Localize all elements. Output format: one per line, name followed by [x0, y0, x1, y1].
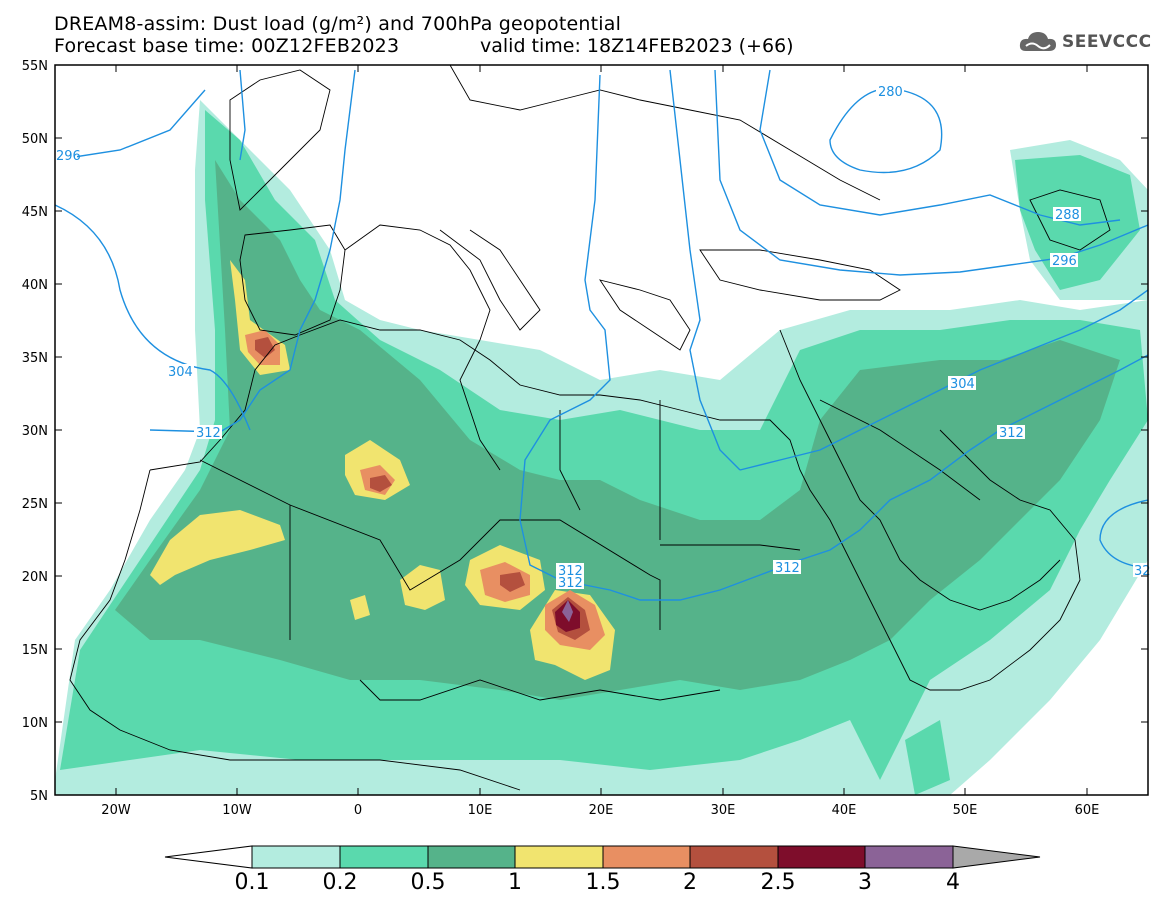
colorbar-segment	[602, 845, 691, 869]
map-title: DREAM8-assim: Dust load (g/m²) and 700hP…	[54, 13, 622, 35]
contour-label-304-east: 304	[950, 377, 975, 392]
colorbar-tick-label: 1	[508, 870, 522, 895]
coastlines	[69, 65, 1111, 791]
lon-label: 0	[354, 803, 362, 818]
colorbar-tick-label: 2.5	[760, 870, 796, 895]
colorbar	[164, 845, 1041, 869]
lon-label: 30E	[711, 803, 736, 818]
contour-label-280: 280	[878, 85, 903, 100]
colorbar-tick-label: 1.5	[585, 870, 621, 895]
contour-labels: 280 288 296 296 304 304 312 312 312 312 …	[55, 84, 1151, 591]
contour-label-32x: 32	[1134, 564, 1151, 579]
seevccc-logo: SEEVCCC	[1018, 28, 1152, 56]
contour-label-296-west: 296	[56, 149, 81, 164]
colorbar-segment	[864, 845, 954, 869]
colorbar-segment	[427, 845, 516, 869]
colorbar-tick-label: 0.5	[410, 870, 446, 895]
cloud-icon	[1019, 32, 1056, 51]
colorbar-segment	[777, 845, 866, 869]
lat-label: 40N	[22, 278, 48, 293]
contour-label-288: 288	[1055, 208, 1080, 223]
colorbar-tick-label: 2	[683, 870, 697, 895]
colorbar-segment	[689, 845, 779, 869]
colorbar-segment	[514, 845, 604, 869]
colorbar-tick-label: 0.1	[234, 870, 270, 895]
lon-label: 40E	[832, 803, 857, 818]
lon-label: 10W	[222, 803, 252, 818]
colorbar-tick-label: 4	[946, 870, 960, 895]
lat-label: 20N	[22, 570, 48, 585]
contour-label-312-d: 312	[775, 561, 800, 576]
latitude-labels: 55N 50N 45N 40N 35N 30N 25N 20N 15N 10N …	[22, 59, 48, 804]
longitude-labels: 20W 10W 0 10E 20E 30E 40E 50E 60E	[101, 803, 1099, 818]
lon-label: 20W	[101, 803, 131, 818]
lon-label: 20E	[589, 803, 614, 818]
lat-label: 45N	[22, 205, 48, 220]
lon-label: 60E	[1075, 803, 1100, 818]
contour-label-312-a: 312	[196, 426, 221, 441]
lat-label: 5N	[30, 789, 48, 804]
contour-label-304-west: 304	[168, 365, 193, 380]
logo-text: SEEVCCC	[1062, 32, 1152, 52]
lat-label: 35N	[22, 351, 48, 366]
colorbar-right-triangle	[952, 845, 1041, 869]
lat-label: 25N	[22, 497, 48, 512]
forecast-base-time: Forecast base time: 00Z12FEB2023	[54, 35, 400, 57]
colorbar-tick-label: 3	[858, 870, 872, 895]
lon-label: 10E	[468, 803, 493, 818]
colorbar-segment	[339, 845, 429, 869]
axis-ticks	[55, 64, 1148, 795]
lat-label: 15N	[22, 643, 48, 658]
contour-label-312-e: 312	[999, 426, 1024, 441]
lon-label: 50E	[953, 803, 978, 818]
valid-time: valid time: 18Z14FEB2023 (+66)	[480, 35, 794, 57]
lat-label: 55N	[22, 59, 48, 74]
lat-label: 10N	[22, 716, 48, 731]
lat-label: 30N	[22, 424, 48, 439]
colorbar-left-triangle	[164, 845, 253, 869]
contour-label-296-east: 296	[1052, 254, 1077, 269]
lat-label: 50N	[22, 132, 48, 147]
colorbar-segment	[251, 845, 341, 869]
colorbar-tick-label: 0.2	[322, 870, 358, 895]
contour-label-312-c: 312	[558, 576, 583, 591]
